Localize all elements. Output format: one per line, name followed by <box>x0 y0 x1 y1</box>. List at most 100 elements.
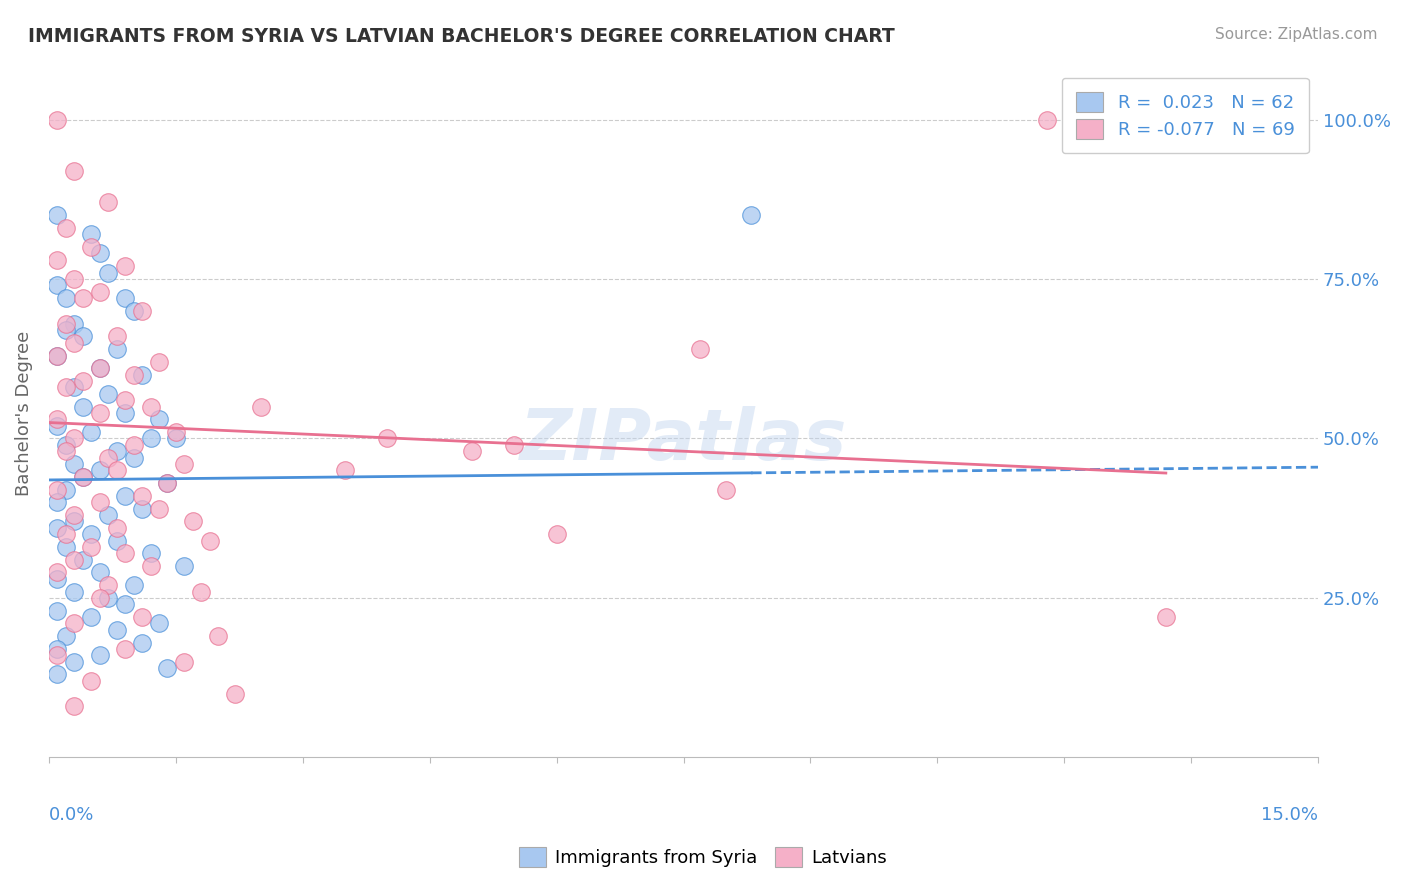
Point <box>89 285 111 299</box>
Point <box>173 559 195 574</box>
Point <box>89 361 111 376</box>
Point <box>89 495 111 509</box>
Point <box>689 342 711 356</box>
Point <box>63 272 86 286</box>
Point <box>1036 112 1059 127</box>
Point <box>114 259 136 273</box>
Point <box>55 629 77 643</box>
Point <box>114 393 136 408</box>
Point <box>105 342 128 356</box>
Point <box>105 533 128 548</box>
Point <box>461 444 484 458</box>
Point <box>72 552 94 566</box>
Point <box>63 616 86 631</box>
Point <box>198 533 221 548</box>
Point <box>105 329 128 343</box>
Point <box>131 489 153 503</box>
Point <box>89 406 111 420</box>
Point <box>139 432 162 446</box>
Point <box>80 240 103 254</box>
Point <box>80 673 103 688</box>
Point <box>80 540 103 554</box>
Point <box>89 566 111 580</box>
Point <box>63 432 86 446</box>
Point <box>63 552 86 566</box>
Point <box>97 450 120 465</box>
Point <box>80 227 103 242</box>
Point <box>89 361 111 376</box>
Point <box>97 591 120 605</box>
Point <box>46 604 69 618</box>
Point <box>207 629 229 643</box>
Point <box>546 527 568 541</box>
Text: Source: ZipAtlas.com: Source: ZipAtlas.com <box>1215 27 1378 42</box>
Point <box>89 591 111 605</box>
Point <box>148 501 170 516</box>
Point <box>105 521 128 535</box>
Point <box>55 527 77 541</box>
Point <box>55 291 77 305</box>
Point <box>1154 610 1177 624</box>
Point <box>156 661 179 675</box>
Point <box>80 425 103 439</box>
Legend: R =  0.023   N = 62, R = -0.077   N = 69: R = 0.023 N = 62, R = -0.077 N = 69 <box>1062 78 1309 153</box>
Point <box>80 610 103 624</box>
Point <box>131 304 153 318</box>
Point <box>46 566 69 580</box>
Point <box>122 438 145 452</box>
Point <box>148 355 170 369</box>
Point <box>114 642 136 657</box>
Point <box>63 699 86 714</box>
Point <box>148 412 170 426</box>
Point <box>72 374 94 388</box>
Point <box>97 195 120 210</box>
Point <box>46 642 69 657</box>
Point <box>46 349 69 363</box>
Point <box>46 412 69 426</box>
Point <box>181 515 204 529</box>
Point <box>740 208 762 222</box>
Point <box>114 291 136 305</box>
Point <box>114 489 136 503</box>
Point <box>139 400 162 414</box>
Point <box>63 655 86 669</box>
Point <box>89 463 111 477</box>
Point <box>63 317 86 331</box>
Point <box>46 349 69 363</box>
Point <box>63 380 86 394</box>
Point <box>97 266 120 280</box>
Point <box>97 578 120 592</box>
Point <box>89 648 111 663</box>
Point <box>63 163 86 178</box>
Point <box>46 483 69 497</box>
Point <box>156 476 179 491</box>
Point <box>114 597 136 611</box>
Point <box>122 450 145 465</box>
Point <box>122 578 145 592</box>
Point <box>131 368 153 382</box>
Point <box>173 457 195 471</box>
Point <box>55 444 77 458</box>
Point <box>165 425 187 439</box>
Text: 0.0%: 0.0% <box>49 805 94 823</box>
Point <box>46 208 69 222</box>
Point <box>55 317 77 331</box>
Point <box>46 572 69 586</box>
Point <box>97 508 120 522</box>
Point <box>46 418 69 433</box>
Point <box>131 635 153 649</box>
Point <box>55 380 77 394</box>
Point <box>224 687 246 701</box>
Point <box>105 623 128 637</box>
Text: 15.0%: 15.0% <box>1261 805 1319 823</box>
Point <box>139 559 162 574</box>
Point <box>63 335 86 350</box>
Point <box>377 432 399 446</box>
Point <box>46 521 69 535</box>
Point <box>114 406 136 420</box>
Point <box>55 483 77 497</box>
Point <box>139 546 162 560</box>
Point <box>72 329 94 343</box>
Point <box>190 584 212 599</box>
Point <box>148 616 170 631</box>
